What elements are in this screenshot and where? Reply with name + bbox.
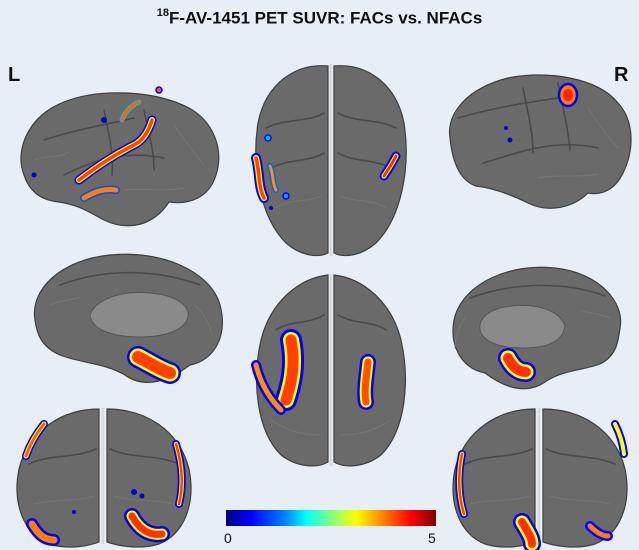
isotope-superscript: 18	[156, 7, 169, 19]
brain-right-lateral-view	[448, 74, 632, 209]
figure-title: 18F-AV-1451 PET SUVR: FACs vs. NFACs	[0, 7, 639, 29]
brain-left-lateral-view	[20, 86, 220, 227]
brain-left-medial-view	[33, 253, 223, 384]
brain-posterior-right-view	[452, 408, 628, 550]
brain-right-medial-view	[452, 266, 622, 390]
left-hemisphere-label: L	[8, 64, 21, 86]
title-text: F-AV-1451 PET SUVR: FACs vs. NFACs	[168, 8, 483, 28]
brain-superior-view	[251, 64, 407, 257]
brain-posterior-left-view	[16, 408, 192, 548]
right-hemisphere-label: R	[614, 64, 629, 86]
colorbar-max-label: 5	[428, 530, 436, 546]
colorbar	[226, 510, 436, 526]
brain-inferior-view	[251, 274, 406, 467]
colorbar-min-label: 0	[224, 530, 232, 546]
